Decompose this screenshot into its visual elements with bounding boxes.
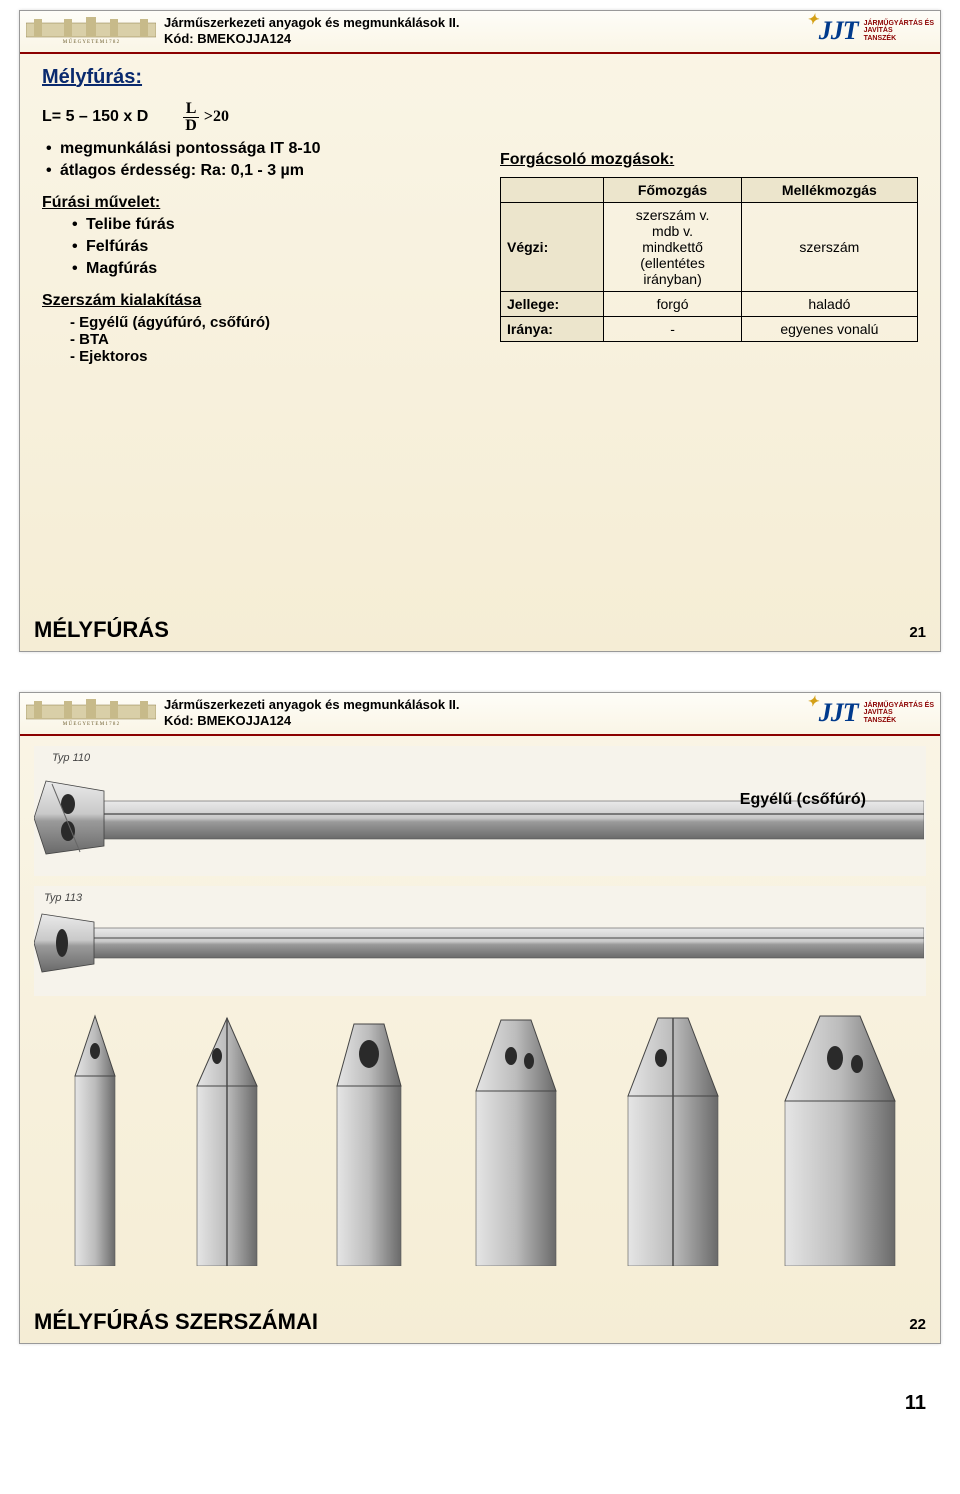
cell: szerszám <box>741 202 917 291</box>
cell: - <box>604 316 741 341</box>
row-label: Végzi: <box>501 202 604 291</box>
slide-footer: MÉLYFÚRÁS 21 <box>34 617 926 643</box>
fraction: L D >20 <box>178 101 229 134</box>
slide-body: Mélyfúrás: L= 5 – 150 x D L D >20 megmun… <box>20 54 940 415</box>
motion-table: Főmozgás Mellékmozgás Végzi: szerszám v.… <box>500 177 918 342</box>
jjt-block: ✦ JJT JÁRMŰGYÁRTÁS ÉS JAVÍTÁS TANSZÉK <box>819 16 934 46</box>
bullet-accuracy: megmunkálási pontossága IT 8-10 <box>60 140 460 158</box>
jjt-logo: ✦ JJT <box>819 16 858 46</box>
tool-design-heading: Szerszám kialakítása <box>42 292 460 310</box>
slide-footer: MÉLYFÚRÁS SZERSZÁMAI 22 <box>34 1309 926 1335</box>
jjt-block: ✦ JJT JÁRMŰGYÁRTÁS ÉS JAVÍTÁS TANSZÉK <box>819 698 934 728</box>
header-cell: Mellékmozgás <box>741 177 917 202</box>
left-column: L= 5 – 150 x D L D >20 megmunkálási pont… <box>42 101 460 365</box>
tool-item: - BTA <box>70 331 460 348</box>
drill-typ110: Typ 110 <box>34 746 926 876</box>
jjt-logo: ✦ JJT <box>819 698 858 728</box>
row-label: Iránya: <box>501 316 604 341</box>
jjt-dept-text: JÁRMŰGYÁRTÁS ÉS JAVÍTÁS TANSZÉK <box>864 702 934 725</box>
svg-text:M Ű E G Y E T E M 1 7 8 2: M Ű E G Y E T E M 1 7 8 2 <box>63 721 120 727</box>
table-row: Jellege: forgó haladó <box>501 291 918 316</box>
drill-tip-icon <box>603 1006 743 1266</box>
row-label: Jellege: <box>501 291 604 316</box>
slide-2: M Ű E G Y E T E M 1 7 8 2 Járműszerkezet… <box>19 692 941 1344</box>
university-logo: M Ű E G Y E T E M 1 7 8 2 <box>26 699 156 727</box>
jjt-dept-text: JÁRMŰGYÁRTÁS ÉS JAVÍTÁS TANSZÉK <box>864 20 934 43</box>
university-logo: M Ű E G Y E T E M 1 7 8 2 <box>26 17 156 45</box>
formula-line: L= 5 – 150 x D L D >20 <box>42 101 460 134</box>
cell: haladó <box>741 291 917 316</box>
motion-table-title: Forgácsoló mozgások: <box>500 151 918 169</box>
footer-title: MÉLYFÚRÁS <box>34 617 169 643</box>
slide-body: Typ 110 <box>20 736 940 1316</box>
header-cell <box>501 177 604 202</box>
table-row: Végzi: szerszám v. mdb v. mindkettő (ell… <box>501 202 918 291</box>
slide-number: 22 <box>909 1316 926 1333</box>
typ110-label: Typ 110 <box>52 752 90 764</box>
table-header-row: Főmozgás Mellékmozgás <box>501 177 918 202</box>
slide-header: M Ű E G Y E T E M 1 7 8 2 Járműszerkezet… <box>20 693 940 736</box>
op-item: Magfúrás <box>86 260 460 278</box>
cell: szerszám v. mdb v. mindkettő (ellentétes… <box>604 202 741 291</box>
length-range: L= 5 – 150 x D <box>42 108 148 126</box>
drill-tip-icon <box>451 1006 581 1266</box>
course-code: Kód: BMEKOJJA124 <box>164 31 819 47</box>
typ113-label: Typ 113 <box>44 892 82 904</box>
tool-item: - Egyélű (ágyúfúró, csőfúró) <box>70 314 460 331</box>
slide-header: M Ű E G Y E T E M 1 7 8 2 Járműszerkezet… <box>20 11 940 54</box>
header-title-block: Járműszerkezeti anyagok és megmunkálások… <box>164 697 819 730</box>
single-edge-label: Egyélű (csőfúró) <box>740 791 866 809</box>
drill-typ113: Typ 113 <box>34 886 926 996</box>
drill-tip-icon <box>765 1006 915 1266</box>
course-title: Járműszerkezeti anyagok és megmunkálások… <box>164 15 819 31</box>
cell: egyenes vonalú <box>741 316 917 341</box>
cell: forgó <box>604 291 741 316</box>
course-code: Kód: BMEKOJJA124 <box>164 713 819 729</box>
slide-number: 21 <box>909 624 926 641</box>
section-title: Mélyfúrás: <box>42 66 918 89</box>
op-item: Telibe fúrás <box>86 216 460 234</box>
page-number: 11 <box>0 1384 960 1427</box>
drill-tip-row <box>34 1006 926 1266</box>
footer-title: MÉLYFÚRÁS SZERSZÁMAI <box>34 1309 318 1335</box>
course-title: Járműszerkezeti anyagok és megmunkálások… <box>164 697 819 713</box>
two-column-layout: L= 5 – 150 x D L D >20 megmunkálási pont… <box>42 101 918 365</box>
svg-text:M Ű E G Y E T E M 1 7 8 2: M Ű E G Y E T E M 1 7 8 2 <box>63 39 120 45</box>
slide-1: M Ű E G Y E T E M 1 7 8 2 Járműszerkezet… <box>19 10 941 652</box>
star-icon: ✦ <box>807 12 818 29</box>
right-column: Forgácsoló mozgások: Főmozgás Mellékmozg… <box>500 101 918 365</box>
header-title-block: Járműszerkezeti anyagok és megmunkálások… <box>164 15 819 48</box>
table-row: Iránya: - egyenes vonalú <box>501 316 918 341</box>
drilling-ops-heading: Fúrási művelet: <box>42 194 460 212</box>
header-cell: Főmozgás <box>604 177 741 202</box>
op-item: Felfúrás <box>86 238 460 256</box>
star-icon: ✦ <box>807 694 818 711</box>
drill-tip-icon <box>167 1006 287 1266</box>
drill-tip-icon <box>45 1006 145 1266</box>
bullet-roughness: átlagos érdesség: Ra: 0,1 - 3 µm <box>60 162 460 180</box>
tool-item: - Ejektoros <box>70 348 460 365</box>
drill-tip-icon <box>309 1006 429 1266</box>
